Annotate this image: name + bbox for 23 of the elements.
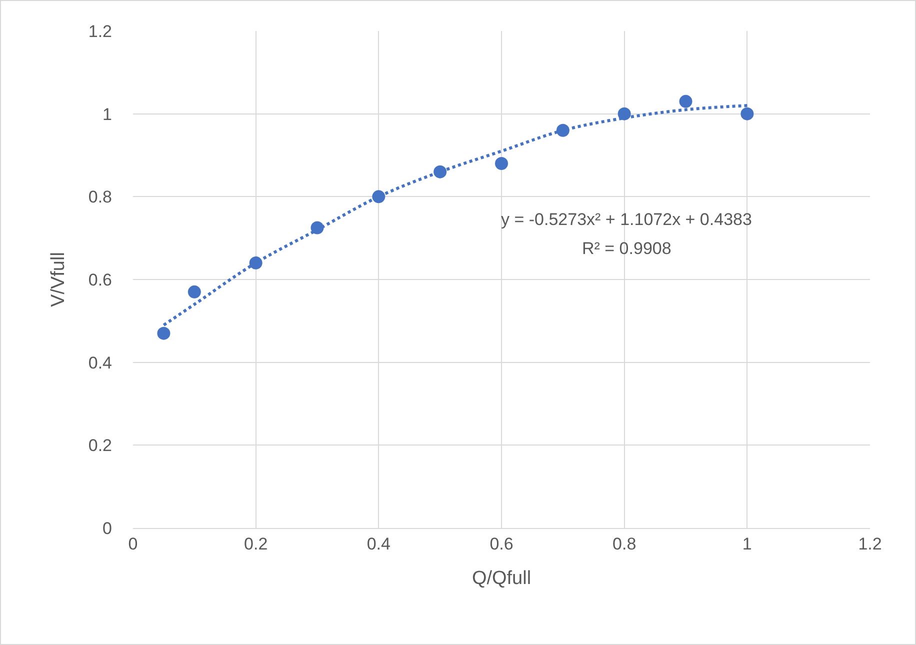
x-tick-label: 0.4	[366, 534, 390, 554]
annotation: R² = 0.9908	[582, 239, 672, 258]
x-tick-label: 1.2	[858, 534, 882, 554]
y-tick-label: 0.8	[88, 188, 112, 207]
x-tick-label: 0.8	[612, 534, 636, 554]
point	[679, 94, 692, 108]
x-tick-label: 0.6	[490, 534, 514, 554]
x-tick-label: 0.2	[244, 534, 268, 554]
x-tick-label: 1	[742, 534, 752, 554]
y-tick-label: 0.2	[88, 436, 112, 456]
y-tick-label: 0.4	[88, 353, 112, 372]
x-axis-title: Q/Qfull	[472, 568, 532, 590]
x-tick-label: 0	[128, 534, 138, 554]
y-tick-label: 0.6	[88, 270, 112, 290]
y-tick-label: 1.2	[88, 22, 112, 41]
point	[495, 157, 508, 170]
y-axis-title: V/Vfull	[48, 252, 70, 307]
annotation: y = -0.5273x² + 1.1072x + 0.4383	[501, 210, 752, 229]
y-tick-label: 0	[102, 518, 112, 538]
point	[157, 326, 170, 340]
y-tick-label: 1	[102, 104, 112, 124]
point	[740, 107, 754, 120]
point	[188, 285, 201, 298]
